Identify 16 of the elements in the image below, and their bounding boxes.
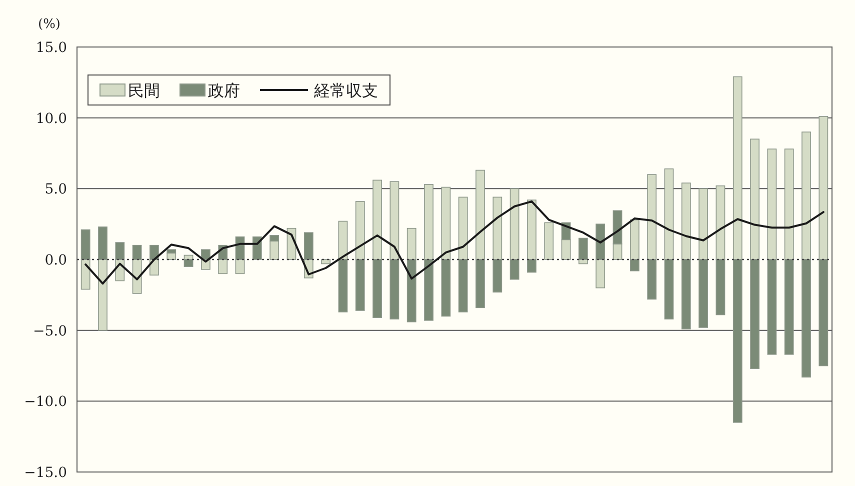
y-axis-title: (%)	[38, 17, 60, 32]
bar	[544, 222, 554, 260]
line-series	[84, 200, 824, 285]
y-tick-label: 0.0	[44, 252, 67, 268]
legend-label: 民間	[128, 81, 160, 100]
bar	[321, 259, 330, 264]
y-tick-label: 10.0	[36, 110, 67, 127]
bar	[578, 238, 588, 260]
y-tick-label: −15.0	[24, 465, 67, 481]
y-tick-label: −5.0	[33, 323, 67, 340]
y-tick-label: 15.0	[36, 40, 67, 56]
y-tick-label: −10.0	[24, 394, 67, 410]
legend-label: 経常収支	[313, 81, 378, 100]
bar	[184, 259, 194, 267]
y-tick-label: 5.0	[44, 182, 67, 198]
legend-label: 政府	[208, 81, 240, 100]
